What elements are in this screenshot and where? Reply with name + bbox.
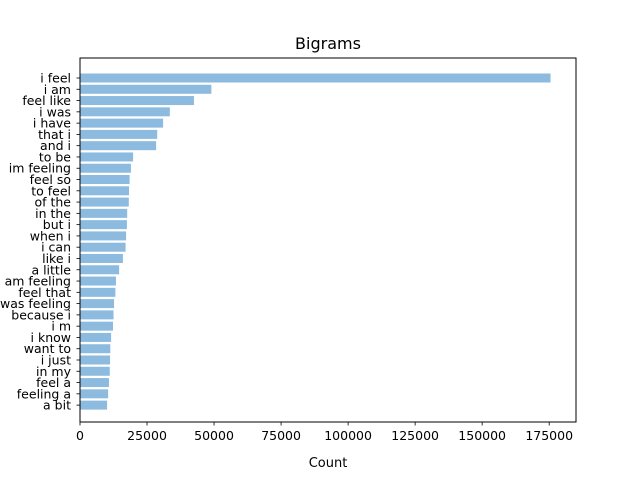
- category-label-2: feel like: [22, 93, 71, 108]
- category-label-8: im feeling: [9, 161, 71, 176]
- category-label-11: of the: [34, 195, 71, 210]
- bar-3: [80, 107, 170, 117]
- bar-18: [80, 276, 116, 286]
- bar-26: [80, 366, 110, 376]
- bar-22: [80, 321, 113, 331]
- category-label-6: and i: [40, 138, 71, 153]
- category-label-17: a little: [31, 262, 71, 277]
- category-label-4: i have: [33, 116, 71, 131]
- category-label-18: am feeling: [5, 274, 71, 289]
- category-label-5: that i: [38, 127, 71, 142]
- bar-27: [80, 378, 109, 388]
- bar-5: [80, 129, 158, 139]
- bar-9: [80, 175, 130, 185]
- category-label-27: feel a: [36, 375, 71, 390]
- category-label-3: i was: [39, 104, 71, 119]
- category-label-14: when i: [30, 228, 71, 243]
- bar-8: [80, 163, 131, 173]
- bar-1: [80, 84, 212, 94]
- category-label-26: in my: [36, 364, 72, 379]
- bar-2: [80, 96, 194, 106]
- plot-frame: [79, 57, 577, 423]
- bar-29: [80, 400, 108, 410]
- bar-7: [80, 152, 134, 162]
- bar-11: [80, 197, 129, 207]
- bar-24: [80, 344, 111, 354]
- bar-25: [80, 355, 111, 365]
- bar-16: [80, 253, 123, 263]
- x-tick-label-2: 50000: [194, 428, 234, 443]
- bar-4: [80, 118, 164, 128]
- bar-21: [80, 310, 114, 320]
- category-label-9: feel so: [30, 172, 71, 187]
- bar-28: [80, 389, 109, 399]
- category-label-7: to be: [39, 149, 71, 164]
- category-label-23: i know: [31, 330, 71, 345]
- bar-10: [80, 186, 130, 196]
- category-label-28: feeling a: [17, 386, 71, 401]
- x-tick-label-5: 125000: [391, 428, 439, 443]
- category-label-19: feel that: [18, 285, 71, 300]
- x-tick-label-6: 150000: [458, 428, 506, 443]
- bar-20: [80, 299, 115, 309]
- category-label-10: to feel: [31, 183, 71, 198]
- category-label-15: i can: [41, 240, 71, 255]
- category-label-20: was feeling: [0, 296, 71, 311]
- bar-23: [80, 332, 112, 342]
- bar-19: [80, 287, 116, 297]
- x-tick-label-0: 0: [76, 428, 84, 443]
- bar-17: [80, 265, 120, 275]
- bars-group: [80, 73, 551, 410]
- x-tick-label-3: 75000: [261, 428, 301, 443]
- x-tick-label-4: 100000: [324, 428, 372, 443]
- category-label-0: i feel: [40, 71, 71, 86]
- category-label-12: in the: [35, 206, 71, 221]
- category-label-1: i am: [44, 82, 71, 97]
- x-tick-label-1: 25000: [127, 428, 167, 443]
- bar-13: [80, 220, 127, 230]
- category-label-21: because i: [11, 307, 71, 322]
- x-axis-label: Count: [309, 456, 348, 471]
- bar-6: [80, 141, 157, 151]
- category-label-29: a bit: [43, 398, 71, 413]
- chart-title: Bigrams: [295, 34, 361, 53]
- x-tick-label-7: 175000: [525, 428, 573, 443]
- bar-0: [80, 73, 551, 83]
- bar-14: [80, 231, 127, 241]
- x-axis-ticks: 0 25000 50000 75000 100000 125000 150000 175000: [76, 422, 573, 443]
- category-label-24: want to: [24, 341, 71, 356]
- category-label-13: but i: [43, 217, 71, 232]
- category-label-16: like i: [42, 251, 71, 266]
- category-label-25: i just: [41, 353, 71, 368]
- category-label-22: i m: [51, 319, 71, 334]
- bar-15: [80, 242, 126, 252]
- bar-12: [80, 208, 128, 218]
